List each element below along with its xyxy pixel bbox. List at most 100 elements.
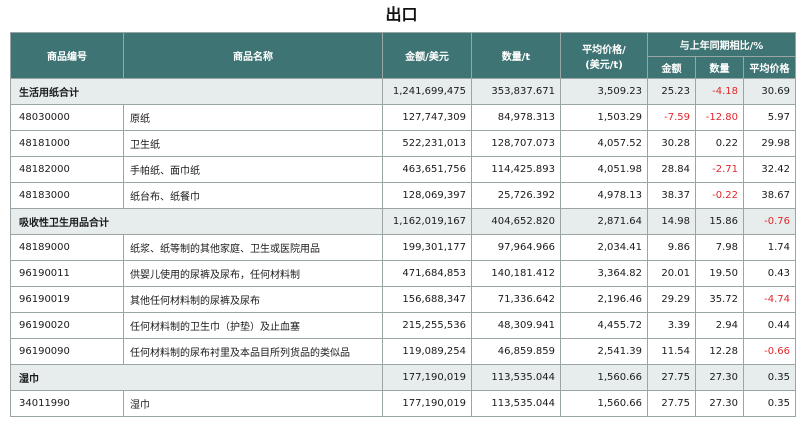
yoy-amount-cell: 20.01 (647, 260, 696, 287)
yoy-amount-cell: 11.54 (647, 338, 696, 365)
name-cell: 原纸 (123, 104, 383, 131)
yoy-quantity-cell: -2.71 (695, 156, 744, 183)
yoy-amount-cell: 9.86 (647, 234, 696, 261)
amount-cell: 215,255,536 (382, 312, 472, 339)
yoy-quantity-cell: 7.98 (695, 234, 744, 261)
quantity-cell: 140,181.412 (471, 260, 561, 287)
avg-price-cell: 4,051.98 (560, 156, 648, 183)
table-row: 96190011 供婴儿使用的尿裤及尿布，任何材料制 471,684,853 140,… (10, 260, 796, 287)
yoy-amount-cell: 25.23 (647, 78, 696, 105)
yoy-avg-price-cell: 32.42 (743, 156, 796, 183)
yoy-quantity-cell: 2.94 (695, 312, 744, 339)
avg-price-cell: 3,509.23 (560, 78, 648, 105)
header-yoy-amount: 金额 (647, 56, 696, 79)
yoy-quantity-cell: -4.18 (695, 78, 744, 105)
amount-cell: 463,651,756 (382, 156, 472, 183)
yoy-quantity-cell: 0.22 (695, 130, 744, 157)
avg-price-cell: 2,034.41 (560, 234, 648, 261)
yoy-quantity-cell: 19.50 (695, 260, 744, 287)
yoy-amount-cell: 29.29 (647, 286, 696, 313)
table-row: 48030000 原纸 127,747,309 84,978.313 1,503.29-… (10, 104, 796, 131)
amount-cell: 177,190,019 (382, 390, 472, 417)
yoy-avg-price-cell: 29.98 (743, 130, 796, 157)
table-row: 48183000 纸台布、纸餐巾 128,069,397 25,726.392 4,97… (10, 182, 796, 209)
table-row: 48189000 纸浆、纸等制的其他家庭、卫生或医院用品 199,301,177 97… (10, 234, 796, 261)
name-cell: 湿巾 (123, 390, 383, 417)
yoy-avg-price-cell: 0.35 (743, 390, 796, 417)
avg-price-cell: 4,057.52 (560, 130, 648, 157)
yoy-quantity-cell: 27.30 (695, 390, 744, 417)
yoy-amount-cell: -7.59 (647, 104, 696, 131)
amount-cell: 471,684,853 (382, 260, 472, 287)
header-avg-price-line1: 平均价格/ (582, 44, 626, 56)
yoy-quantity-cell: -12.80 (695, 104, 744, 131)
header-yoy: 与上年同期相比/% (647, 32, 796, 57)
name-cell: 其他任何材料制的尿裤及尿布 (123, 286, 383, 313)
yoy-avg-price-cell: 5.97 (743, 104, 796, 131)
amount-cell: 127,747,309 (382, 104, 472, 131)
yoy-quantity-cell: 12.28 (695, 338, 744, 365)
yoy-avg-price-cell: -0.76 (743, 208, 796, 235)
code-cell: 48183000 (10, 182, 124, 209)
amount-cell: 1,241,699,475 (382, 78, 472, 105)
code-cell: 48181000 (10, 130, 124, 157)
yoy-amount-cell: 3.39 (647, 312, 696, 339)
header-yoy-quantity: 数量 (695, 56, 744, 79)
yoy-amount-cell: 30.28 (647, 130, 696, 157)
amount-cell: 128,069,397 (382, 182, 472, 209)
amount-cell: 1,162,019,167 (382, 208, 472, 235)
table-row: 96190090 任何材料制的尿布衬里及本品目所列货品的类似品 119,089,25… (10, 338, 796, 365)
yoy-amount-cell: 28.84 (647, 156, 696, 183)
table-body: 生活用纸合计 1,241,699,475 353,837.671 3,509.23 25… (10, 78, 796, 417)
name-cell: 卫生纸 (123, 130, 383, 157)
yoy-avg-price-cell: -0.66 (743, 338, 796, 365)
export-table: 商品编号 商品名称 金额/美元 数量/t 平均价格/ (美元/t) 与上年同期相… (10, 32, 796, 417)
header-name: 商品名称 (123, 32, 383, 79)
amount-cell: 199,301,177 (382, 234, 472, 261)
header-avg-price: 平均价格/ (美元/t) (560, 32, 648, 79)
table-total-row: 湿巾 177,190,019 113,535.044 1,560.66 27.75 27.… (10, 364, 796, 391)
quantity-cell: 113,535.044 (471, 390, 561, 417)
yoy-amount-cell: 27.75 (647, 390, 696, 417)
total-name-cell: 吸收性卫生用品合计 (10, 208, 383, 235)
amount-cell: 522,231,013 (382, 130, 472, 157)
table-title: 出口 (385, 5, 418, 24)
code-cell: 48182000 (10, 156, 124, 183)
table-row: 48182000 手帕纸、面巾纸 463,651,756 114,425.893 4,0… (10, 156, 796, 183)
yoy-quantity-cell: -0.22 (695, 182, 744, 209)
code-cell: 96190090 (10, 338, 124, 365)
quantity-cell: 46,859.859 (471, 338, 561, 365)
yoy-avg-price-cell: -4.74 (743, 286, 796, 313)
header-quantity: 数量/t (471, 32, 561, 79)
quantity-cell: 404,652.820 (471, 208, 561, 235)
avg-price-cell: 2,871.64 (560, 208, 648, 235)
quantity-cell: 48,309.941 (471, 312, 561, 339)
avg-price-cell: 2,541.39 (560, 338, 648, 365)
amount-cell: 177,190,019 (382, 364, 472, 391)
code-cell: 96190019 (10, 286, 124, 313)
amount-cell: 119,089,254 (382, 338, 472, 365)
code-cell: 96190020 (10, 312, 124, 339)
avg-price-cell: 1,560.66 (560, 390, 648, 417)
table-row: 34011990 湿巾 177,190,019 113,535.044 1,560.66… (10, 390, 796, 417)
code-cell: 96190011 (10, 260, 124, 287)
yoy-quantity-cell: 15.86 (695, 208, 744, 235)
header-avg-price-line2: (美元/t) (585, 59, 623, 71)
table-total-row: 吸收性卫生用品合计 1,162,019,167 404,652.820 2,871.6… (10, 208, 796, 235)
quantity-cell: 353,837.671 (471, 78, 561, 105)
table-total-row: 生活用纸合计 1,241,699,475 353,837.671 3,509.23 25… (10, 78, 796, 105)
avg-price-cell: 1,503.29 (560, 104, 648, 131)
yoy-avg-price-cell: 1.74 (743, 234, 796, 261)
yoy-avg-price-cell: 0.44 (743, 312, 796, 339)
avg-price-cell: 4,455.72 (560, 312, 648, 339)
name-cell: 手帕纸、面巾纸 (123, 156, 383, 183)
table-row: 96190020 任何材料制的卫生巾（护垫）及止血塞 215,255,536 48,3… (10, 312, 796, 339)
name-cell: 任何材料制的卫生巾（护垫）及止血塞 (123, 312, 383, 339)
quantity-cell: 25,726.392 (471, 182, 561, 209)
table-row: 48181000 卫生纸 522,231,013 128,707.073 4,057.5… (10, 130, 796, 157)
yoy-avg-price-cell: 30.69 (743, 78, 796, 105)
code-cell: 48189000 (10, 234, 124, 261)
yoy-avg-price-cell: 0.35 (743, 364, 796, 391)
amount-cell: 156,688,347 (382, 286, 472, 313)
yoy-avg-price-cell: 0.43 (743, 260, 796, 287)
